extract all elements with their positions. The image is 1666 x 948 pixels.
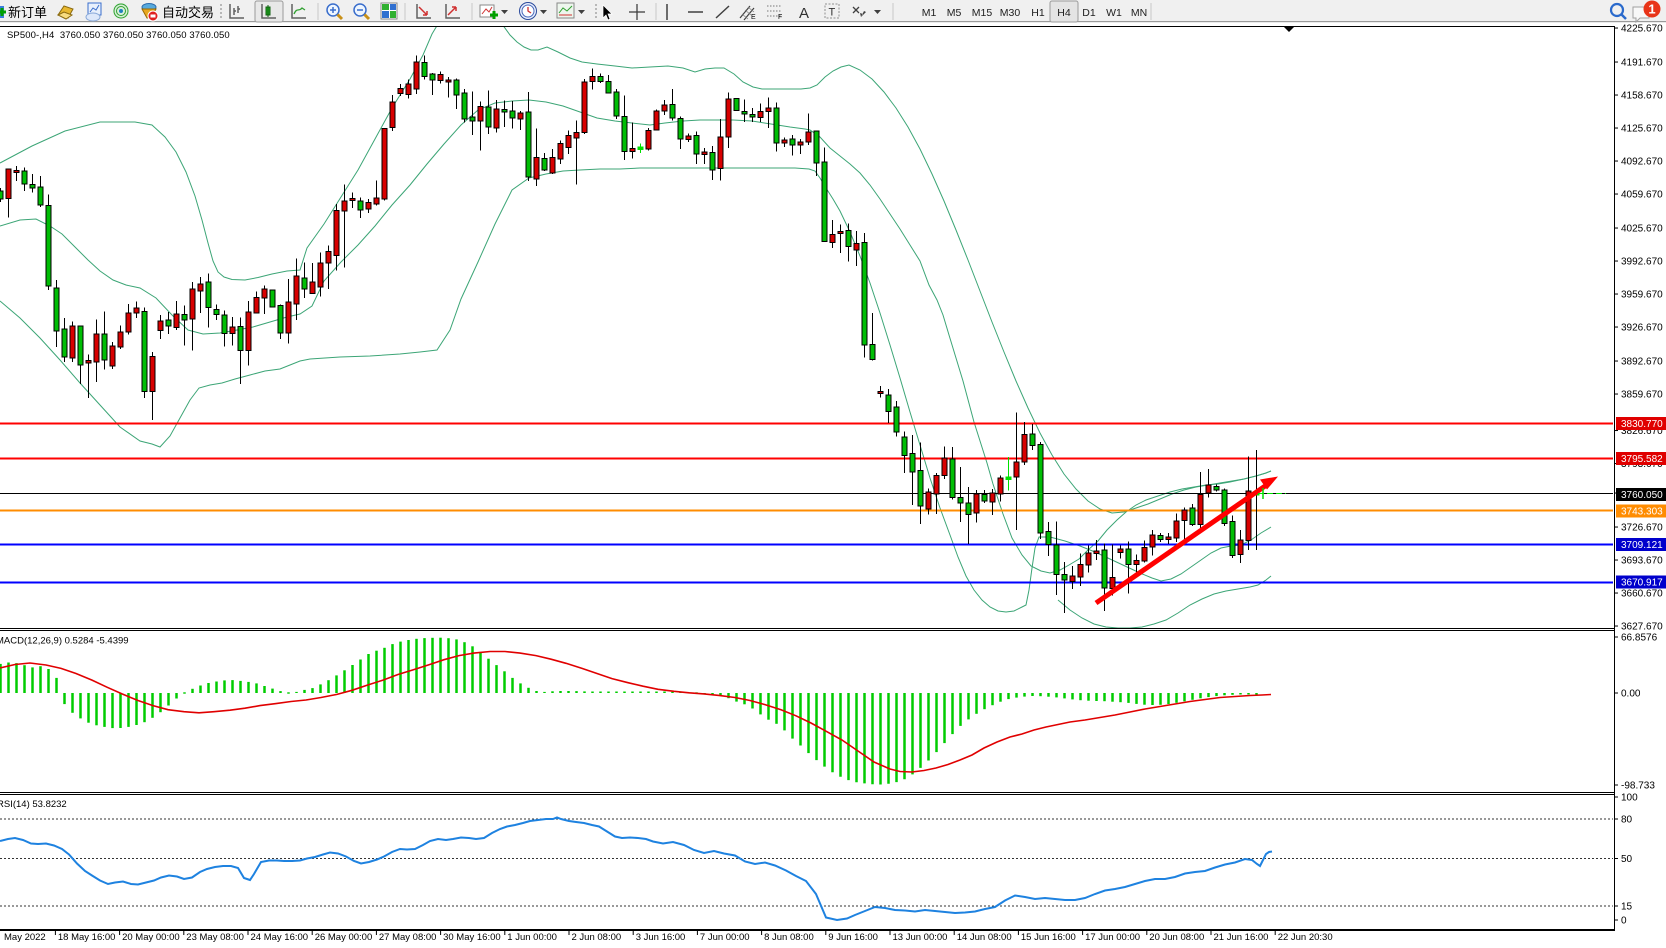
svg-text:2 Jun 08:00: 2 Jun 08:00 — [572, 932, 622, 943]
svg-text:21 Jun 16:00: 21 Jun 16:00 — [1214, 932, 1269, 943]
svg-text:18 May 16:00: 18 May 16:00 — [58, 932, 116, 943]
svg-text:3693.670: 3693.670 — [1621, 556, 1663, 567]
svg-text:May 2022: May 2022 — [4, 932, 46, 943]
svg-text:H1: H1 — [1031, 7, 1045, 19]
svg-text:80: 80 — [1621, 815, 1633, 826]
svg-text:自动交易: 自动交易 — [162, 5, 214, 20]
svg-text:27 May 08:00: 27 May 08:00 — [379, 932, 437, 943]
svg-text:3627.670: 3627.670 — [1621, 622, 1663, 633]
svg-text:14 Jun 08:00: 14 Jun 08:00 — [957, 932, 1012, 943]
svg-text:3959.670: 3959.670 — [1621, 290, 1663, 301]
svg-text:50: 50 — [1621, 854, 1633, 865]
svg-text:15: 15 — [1621, 902, 1633, 913]
svg-text:4125.670: 4125.670 — [1621, 124, 1663, 135]
svg-text:9 Jun 16:00: 9 Jun 16:00 — [828, 932, 878, 943]
svg-text:M30: M30 — [1000, 7, 1021, 19]
svg-text:3859.670: 3859.670 — [1621, 390, 1663, 401]
svg-text:3830.770: 3830.770 — [1621, 419, 1663, 430]
svg-text:MACD(12,26,9) 0.5284 -5.4399: MACD(12,26,9) 0.5284 -5.4399 — [0, 636, 129, 647]
svg-text:7 Jun 00:00: 7 Jun 00:00 — [700, 932, 750, 943]
svg-text:13 Jun 00:00: 13 Jun 00:00 — [893, 932, 948, 943]
svg-text:4158.670: 4158.670 — [1621, 91, 1663, 102]
svg-text:M1: M1 — [922, 7, 937, 19]
svg-text:1 Jun 00:00: 1 Jun 00:00 — [507, 932, 557, 943]
svg-text:RSI(14) 53.8232: RSI(14) 53.8232 — [0, 799, 67, 810]
svg-text:3826.670: 3826.670 — [1621, 426, 1663, 437]
svg-text:W1: W1 — [1106, 7, 1122, 19]
svg-text:4191.670: 4191.670 — [1621, 58, 1663, 69]
svg-text:4092.670: 4092.670 — [1621, 157, 1663, 168]
svg-text:3760.050: 3760.050 — [1621, 490, 1663, 501]
svg-text:-98.733: -98.733 — [1621, 781, 1655, 792]
svg-text:F: F — [778, 14, 782, 21]
svg-text:D1: D1 — [1082, 7, 1096, 19]
svg-text:30 May 16:00: 30 May 16:00 — [443, 932, 501, 943]
svg-text:4225.670: 4225.670 — [1621, 24, 1663, 35]
svg-text:3743.303: 3743.303 — [1621, 507, 1663, 518]
svg-text:3795.582: 3795.582 — [1621, 454, 1663, 465]
svg-text:1: 1 — [1648, 2, 1655, 17]
svg-text:17 Jun 00:00: 17 Jun 00:00 — [1085, 932, 1140, 943]
svg-text:23 May 08:00: 23 May 08:00 — [186, 932, 244, 943]
svg-text:24 May 16:00: 24 May 16:00 — [251, 932, 309, 943]
svg-text:3 Jun 16:00: 3 Jun 16:00 — [636, 932, 686, 943]
svg-text:4025.670: 4025.670 — [1621, 224, 1663, 235]
svg-text:0.00: 0.00 — [1621, 689, 1641, 700]
svg-text:MN: MN — [1131, 7, 1147, 19]
svg-text:E: E — [751, 14, 756, 21]
svg-text:3660.670: 3660.670 — [1621, 589, 1663, 600]
svg-text:0: 0 — [1621, 916, 1627, 927]
svg-text:新订单: 新订单 — [8, 5, 47, 20]
svg-text:3726.670: 3726.670 — [1621, 523, 1663, 534]
svg-text:22 Jun 20:30: 22 Jun 20:30 — [1278, 932, 1333, 943]
svg-text:A: A — [799, 5, 809, 22]
svg-text:26 May 00:00: 26 May 00:00 — [315, 932, 373, 943]
svg-text:M5: M5 — [947, 7, 962, 19]
svg-text:66.8576: 66.8576 — [1621, 633, 1658, 644]
svg-text:20 Jun 08:00: 20 Jun 08:00 — [1149, 932, 1204, 943]
svg-text:100: 100 — [1621, 793, 1638, 804]
svg-text:3892.670: 3892.670 — [1621, 357, 1663, 368]
svg-text:3926.670: 3926.670 — [1621, 323, 1663, 334]
svg-text:4059.670: 4059.670 — [1621, 190, 1663, 201]
svg-text:3670.917: 3670.917 — [1621, 578, 1663, 589]
svg-text:T: T — [829, 7, 836, 19]
svg-text:8 Jun 08:00: 8 Jun 08:00 — [764, 932, 814, 943]
svg-text:3709.121: 3709.121 — [1621, 540, 1663, 551]
svg-text:20 May 00:00: 20 May 00:00 — [122, 932, 180, 943]
svg-text:M15: M15 — [972, 7, 993, 19]
svg-text:15 Jun 16:00: 15 Jun 16:00 — [1021, 932, 1076, 943]
svg-text:3992.670: 3992.670 — [1621, 257, 1663, 268]
svg-text:SP500-,H4 3760.050 3760.050 3: SP500-,H4 3760.050 3760.050 3760.050 376… — [7, 30, 230, 41]
svg-text:H4: H4 — [1057, 7, 1071, 19]
